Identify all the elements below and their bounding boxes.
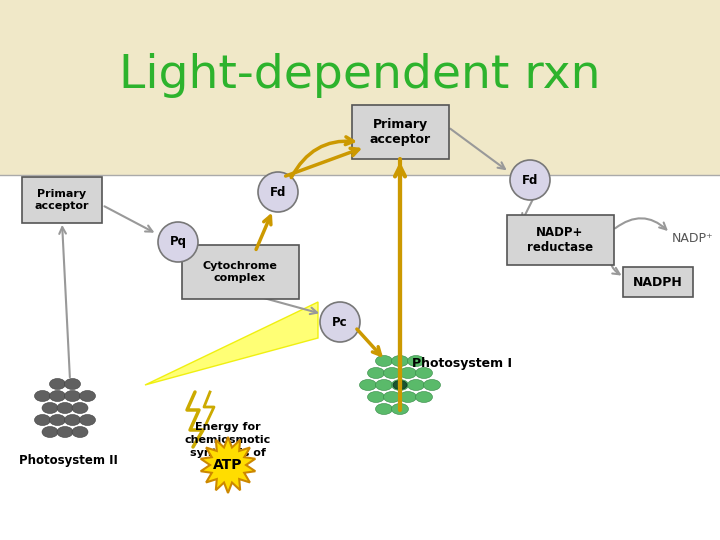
Text: Fd: Fd (522, 173, 538, 186)
Ellipse shape (79, 390, 96, 402)
Ellipse shape (400, 368, 416, 379)
Circle shape (510, 160, 550, 200)
FancyBboxPatch shape (22, 177, 102, 223)
Ellipse shape (376, 355, 392, 367)
Ellipse shape (35, 390, 50, 402)
Ellipse shape (57, 402, 73, 414)
Text: Pq: Pq (169, 235, 186, 248)
Ellipse shape (42, 427, 58, 437)
Ellipse shape (393, 381, 407, 389)
Ellipse shape (42, 402, 58, 414)
Ellipse shape (35, 415, 50, 426)
FancyBboxPatch shape (0, 0, 720, 175)
Text: Light-dependent rxn: Light-dependent rxn (120, 52, 600, 98)
Text: Primary
acceptor: Primary acceptor (369, 118, 431, 146)
Ellipse shape (423, 380, 441, 390)
Polygon shape (201, 437, 256, 493)
Ellipse shape (65, 390, 81, 402)
Ellipse shape (408, 380, 425, 390)
Text: NADP+
reductase: NADP+ reductase (527, 226, 593, 254)
Ellipse shape (408, 355, 425, 367)
Text: Fd: Fd (270, 186, 286, 199)
Ellipse shape (79, 415, 96, 426)
Ellipse shape (367, 392, 384, 402)
Circle shape (320, 302, 360, 342)
Ellipse shape (376, 380, 392, 390)
Ellipse shape (50, 415, 66, 426)
Ellipse shape (384, 368, 400, 379)
Ellipse shape (72, 427, 88, 437)
Text: Pc: Pc (332, 315, 348, 328)
Text: NADPH: NADPH (633, 275, 683, 288)
Text: ATP: ATP (213, 458, 243, 472)
Ellipse shape (57, 427, 73, 437)
Ellipse shape (400, 392, 416, 402)
Text: NADP⁺: NADP⁺ (672, 232, 714, 245)
Ellipse shape (72, 402, 88, 414)
Ellipse shape (415, 368, 433, 379)
Ellipse shape (392, 380, 408, 390)
Text: Cytochrome
complex: Cytochrome complex (202, 261, 277, 283)
Ellipse shape (65, 415, 81, 426)
FancyBboxPatch shape (181, 245, 299, 299)
Text: Primary
acceptor: Primary acceptor (35, 189, 89, 211)
Text: Photosystem II: Photosystem II (19, 454, 117, 467)
Circle shape (258, 172, 298, 212)
Text: Photosystem I: Photosystem I (412, 356, 512, 369)
Ellipse shape (384, 392, 400, 402)
FancyBboxPatch shape (506, 215, 613, 265)
Ellipse shape (359, 380, 377, 390)
Circle shape (158, 222, 198, 262)
FancyBboxPatch shape (623, 267, 693, 297)
Ellipse shape (392, 403, 408, 415)
Polygon shape (145, 302, 318, 385)
FancyBboxPatch shape (351, 105, 449, 159)
Ellipse shape (65, 379, 81, 389)
Ellipse shape (50, 390, 66, 402)
Ellipse shape (376, 403, 392, 415)
Ellipse shape (367, 368, 384, 379)
Text: Energy for
chemiosmotic
synthesis of: Energy for chemiosmotic synthesis of (185, 422, 271, 458)
Ellipse shape (415, 392, 433, 402)
Ellipse shape (50, 379, 66, 389)
Ellipse shape (392, 355, 408, 367)
FancyBboxPatch shape (0, 175, 720, 540)
